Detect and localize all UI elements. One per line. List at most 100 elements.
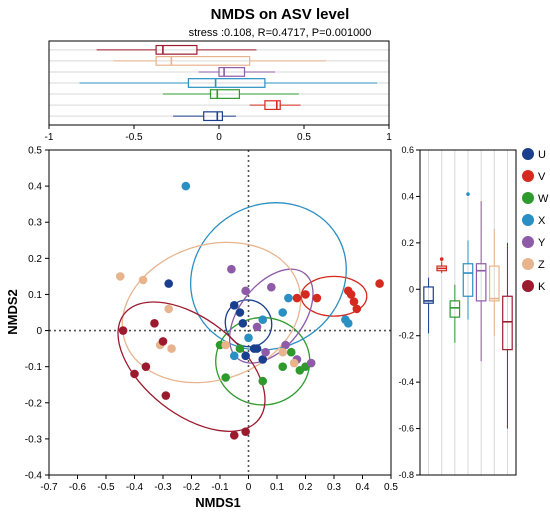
- top-box-x: [79, 78, 378, 88]
- right-box-x: [462, 192, 474, 320]
- top-box-body: [209, 89, 240, 99]
- confidence-ellipse-k: [117, 301, 266, 432]
- right-box-z: [488, 228, 500, 336]
- scatter-point-x: [244, 333, 253, 343]
- scatter-point-w: [295, 365, 305, 375]
- x-tick-label: 0.1: [270, 482, 284, 493]
- y-tick-label: -0.3: [25, 434, 43, 445]
- top-box-body: [155, 55, 251, 66]
- scatter-point-w: [221, 373, 230, 382]
- right-box-outlier: [466, 192, 470, 196]
- chart-title: NMDS on ASV level: [211, 6, 350, 23]
- right-box-body: [449, 300, 461, 318]
- scatter-point-x: [278, 308, 288, 317]
- scatter-point-k: [241, 427, 250, 436]
- top-x-tick-label: 1: [386, 132, 392, 143]
- right-box-body: [462, 263, 474, 297]
- scatter-point-k: [158, 337, 168, 346]
- scatter-point-v: [375, 279, 384, 288]
- legend-swatch: [522, 148, 534, 160]
- y-axis-label: NMDS2: [5, 289, 20, 335]
- legend-swatch: [522, 236, 534, 248]
- scatter-point-v: [301, 290, 310, 299]
- confidence-ellipse-z: [121, 241, 302, 384]
- legend-label: V: [538, 171, 546, 183]
- x-tick-label: -0.1: [211, 482, 229, 493]
- scatter-point-k: [141, 362, 151, 371]
- legend-label: Y: [538, 237, 546, 249]
- x-tick-label: 0.5: [384, 482, 398, 493]
- scatter-point-v: [349, 297, 359, 306]
- scatter-point-y: [281, 340, 290, 350]
- scatter-point-v: [352, 304, 362, 314]
- right-y-tick-label: 0: [409, 284, 414, 294]
- top-box-body: [187, 78, 266, 88]
- right-box-u: [423, 277, 434, 334]
- top-box-z: [113, 55, 327, 66]
- x-tick-label: 0.3: [327, 482, 341, 493]
- top-x-tick-label: 0.5: [297, 132, 311, 143]
- legend-item-y: Y: [522, 236, 546, 249]
- y-tick-label: 0.4: [28, 182, 42, 193]
- top-box-k: [96, 44, 257, 55]
- right-box-y: [475, 201, 487, 362]
- scatter-point-v: [312, 293, 322, 303]
- right-y-tick-label: -0.2: [398, 331, 414, 341]
- right-y-tick-label: 0.2: [401, 238, 414, 248]
- right-y-tick-label: -0.8: [398, 470, 414, 480]
- y-tick-label: 0.3: [28, 218, 42, 229]
- main-scatter-panel: -0.7 -0.6 -0.5 -0.4 -0.3 -0.2 -0.1 0 0.1 0.2 0.3 0.…: [25, 146, 399, 494]
- top-box-body: [218, 67, 246, 77]
- scatter-point-z: [278, 347, 288, 357]
- scatter-point-w: [286, 347, 296, 357]
- right-panel-frame: [419, 149, 517, 476]
- scatter-point-u: [241, 351, 250, 361]
- right-box-body: [475, 263, 487, 302]
- x-tick-label: -0.6: [69, 482, 87, 493]
- scatter-point-z: [289, 358, 299, 368]
- scatter-point-k: [130, 369, 139, 379]
- scatter-point-z: [115, 272, 125, 281]
- scatter-point-u: [164, 279, 173, 288]
- scatter-point-u: [249, 344, 259, 353]
- scatter-point-y: [252, 322, 262, 332]
- scatter-point-v: [292, 293, 302, 303]
- confidence-ellipse-x: [189, 202, 347, 351]
- scatter-point-v: [343, 286, 353, 296]
- scatter-point-w: [235, 344, 245, 353]
- x-tick-label: -0.3: [154, 482, 172, 493]
- legend-swatch: [522, 192, 534, 204]
- right-y-tick-label: 0.6: [401, 145, 414, 155]
- x-tick-label: -0.2: [183, 482, 201, 493]
- x-tick-label: 0.2: [299, 482, 313, 493]
- legend-item-z: Z: [522, 258, 545, 271]
- legend-item-u: U: [522, 148, 546, 161]
- x-tick-label: 0.4: [356, 482, 370, 493]
- scatter-point-x: [181, 181, 191, 191]
- top-box-u: [173, 111, 236, 122]
- scatter-point-k: [161, 391, 171, 400]
- y-tick-label: -0.4: [25, 471, 43, 482]
- right-box-w: [449, 284, 461, 343]
- scatter-point-x: [258, 315, 268, 325]
- right-box-k: [502, 242, 513, 429]
- scatter-point-u: [229, 300, 239, 310]
- right-box-body: [502, 295, 513, 351]
- legend-label: W: [538, 193, 549, 205]
- right-boxplot-panel: 0.6 0.4 0.2 0 -0.2 -0.4 -0.6 -0.8: [398, 145, 517, 480]
- scatter-point-y: [227, 264, 236, 274]
- legend-label: U: [538, 149, 546, 161]
- y-tick-label: 0: [36, 326, 42, 337]
- legend-item-k: K: [522, 280, 546, 293]
- top-panel-frame: [48, 40, 390, 126]
- scatter-point-k: [118, 326, 128, 335]
- y-tick-label: 0.1: [28, 290, 42, 301]
- top-box-body: [203, 111, 223, 122]
- legend-swatch: [522, 170, 534, 182]
- scatter-point-z: [167, 344, 176, 353]
- y-tick-label: -0.2: [25, 398, 43, 409]
- legend-item-w: W: [522, 192, 549, 205]
- top-box-body: [264, 100, 281, 111]
